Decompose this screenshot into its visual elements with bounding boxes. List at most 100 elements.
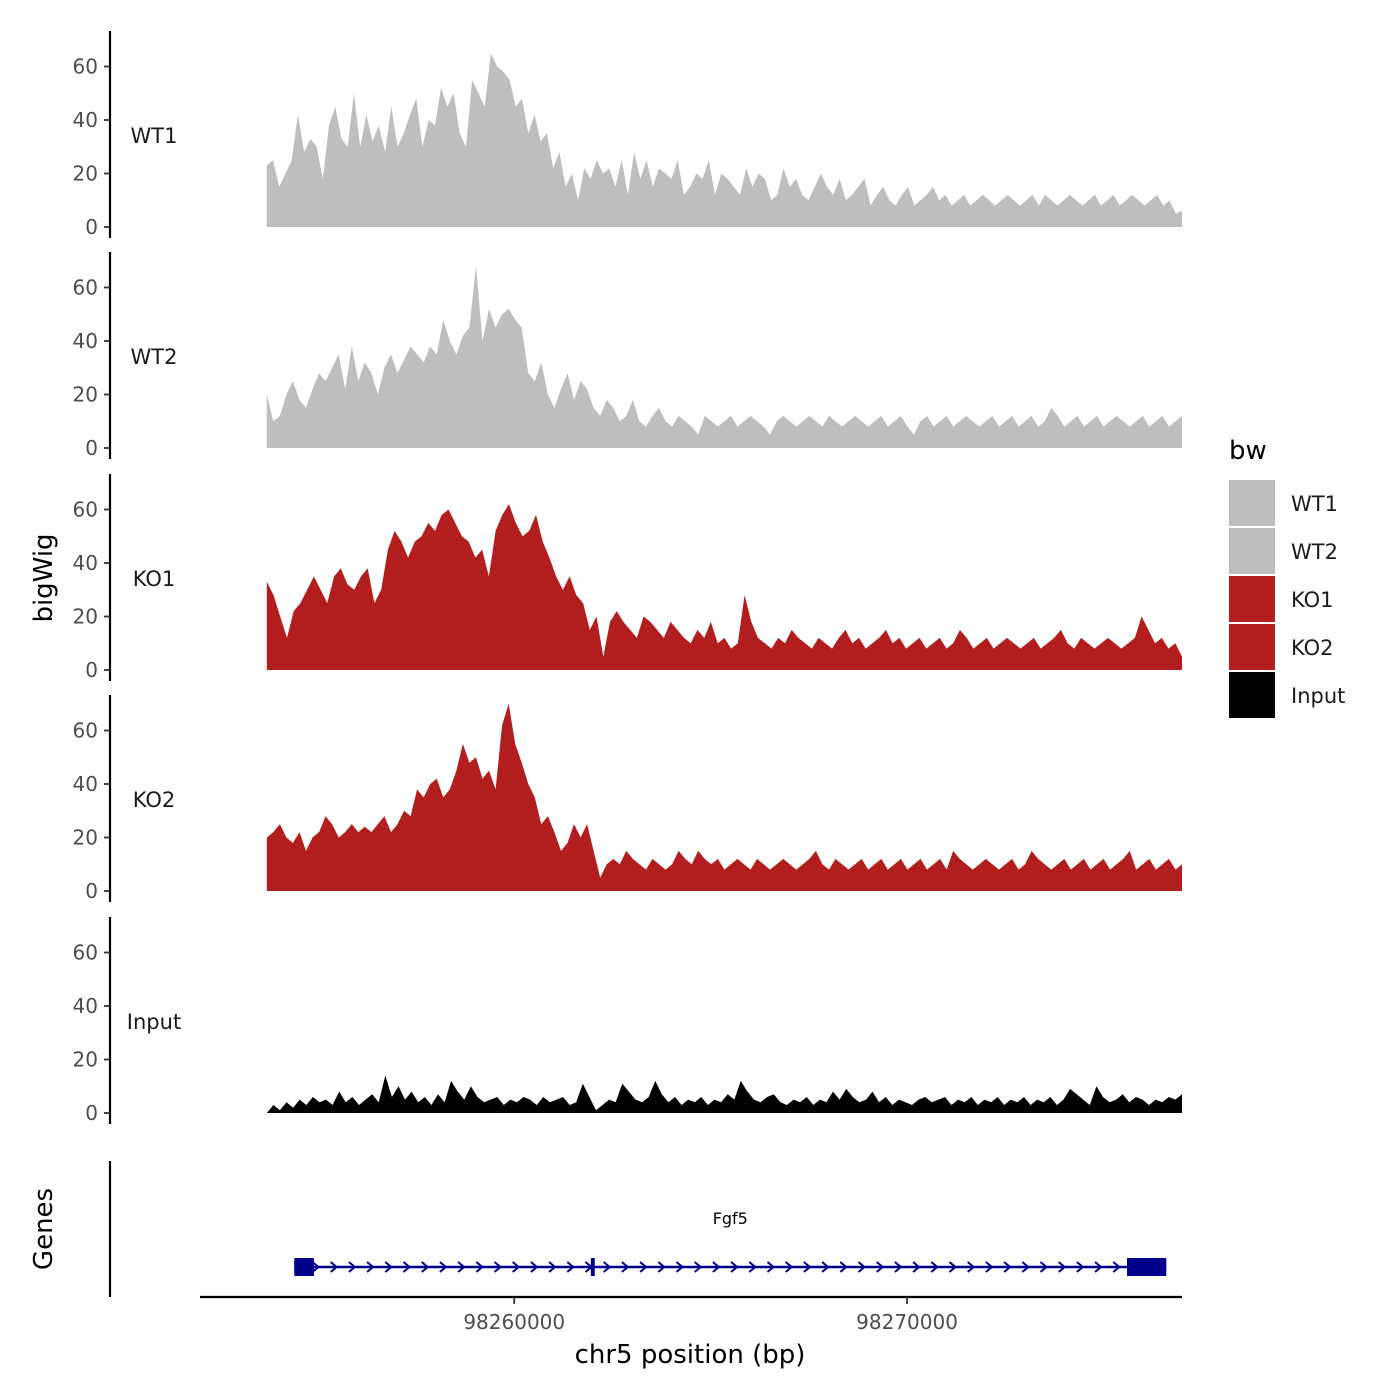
strand-arrow: [475, 1261, 484, 1273]
track-wt2: 0 20 40 60 WT2: [73, 252, 1182, 460]
signal-area-ko2: [266, 703, 1182, 891]
strand-arrow: [839, 1261, 848, 1273]
strand-arrow: [785, 1261, 794, 1273]
x-tick-label: 98270000: [856, 1310, 958, 1334]
y-tick-label: 20: [73, 383, 98, 407]
strand-arrow: [1021, 1261, 1030, 1273]
strand-arrow: [421, 1261, 430, 1273]
y-tick-label: 0: [85, 1101, 98, 1125]
strand-arrow: [530, 1261, 539, 1273]
strand-arrow: [512, 1261, 521, 1273]
y-tick-label: 40: [73, 551, 98, 575]
legend: bw WT1 WT2 KO1 KO2 Input: [1229, 436, 1345, 718]
y-tick-label: 60: [73, 719, 98, 743]
y-tick-label: 0: [85, 879, 98, 903]
strand-arrow: [730, 1261, 739, 1273]
strand-arrow: [348, 1261, 357, 1273]
track-input: 0 20 40 60 Input: [73, 917, 1182, 1125]
legend-title: bw: [1229, 436, 1267, 466]
y-tick-label: 0: [85, 215, 98, 239]
y-tick-label: 40: [73, 108, 98, 132]
strand-arrow: [694, 1261, 703, 1273]
signal-area-ko1: [266, 504, 1182, 670]
y-tick-label: 40: [73, 772, 98, 796]
strand-arrow: [766, 1261, 776, 1273]
strand-arrow: [384, 1261, 393, 1273]
track-panels: 0 20 40 60 WT1 0 20 40 60 WT2 0 20 40 60 KO1 0 20 40 60 KO2…: [73, 31, 1182, 1125]
legend-label-ko1: KO1: [1291, 588, 1334, 612]
strand-arrow: [493, 1261, 503, 1273]
y-tick-label: 20: [73, 1048, 98, 1072]
x-axis: 98260000 98270000: [200, 1295, 1182, 1334]
strand-arrow: [912, 1261, 921, 1273]
strand-arrow: [803, 1261, 812, 1273]
strand-arrow: [675, 1261, 685, 1273]
strand-arrow: [985, 1261, 994, 1273]
gene-panel: Fgf5: [108, 1161, 1167, 1297]
strand-arrow: [1094, 1261, 1103, 1273]
strand-arrow: [712, 1261, 721, 1273]
strand-arrow: [366, 1261, 375, 1273]
strand-arrow: [402, 1261, 412, 1273]
y-tick-label: 60: [73, 498, 98, 522]
strand-arrow: [457, 1261, 466, 1273]
y-tick-label: 20: [73, 162, 98, 186]
strand-arrow: [948, 1261, 958, 1273]
gene-label: Fgf5: [713, 1209, 748, 1228]
legend-label-ko2: KO2: [1291, 636, 1334, 660]
strand-arrow: [639, 1261, 648, 1273]
signal-area-wt1: [266, 53, 1182, 227]
strand-arrow: [311, 1261, 321, 1273]
legend-swatch-wt2: [1229, 528, 1275, 574]
gene-exon: [590, 1258, 595, 1276]
strand-arrow: [603, 1261, 612, 1273]
y-tick-label: 20: [73, 826, 98, 850]
track-ko2: 0 20 40 60 KO2: [73, 695, 1182, 903]
strand-arrow: [657, 1261, 666, 1273]
legend-label-wt2: WT2: [1291, 540, 1338, 564]
strand-arrow: [930, 1261, 939, 1273]
legend-label-input: Input: [1291, 684, 1345, 708]
y-axis-title: bigWig: [29, 533, 59, 622]
track-label-ko1: KO1: [133, 567, 176, 591]
legend-swatch-ko2: [1229, 624, 1275, 670]
strand-arrow: [967, 1261, 976, 1273]
y-tick-label: 60: [73, 276, 98, 300]
strand-arrow: [748, 1261, 757, 1273]
y-tick-label: 60: [73, 941, 98, 965]
strand-arrow: [621, 1261, 630, 1273]
genes-panel-title: Genes: [29, 1188, 59, 1270]
strand-arrow: [439, 1261, 448, 1273]
strand-arrow: [894, 1261, 903, 1273]
gene-exon: [1127, 1258, 1167, 1276]
track-wt1: 0 20 40 60 WT1: [73, 31, 1182, 239]
strand-arrow: [548, 1261, 557, 1273]
strand-arrow: [857, 1261, 867, 1273]
signal-area-wt2: [266, 266, 1182, 448]
legend-swatch-input: [1229, 672, 1275, 718]
y-tick-label: 60: [73, 55, 98, 79]
strand-arrow: [1112, 1261, 1121, 1273]
legend-swatch-wt1: [1229, 480, 1275, 526]
track-label-ko2: KO2: [133, 788, 176, 812]
track-ko1: 0 20 40 60 KO1: [73, 474, 1182, 682]
gene-exon: [294, 1258, 314, 1276]
track-label-wt2: WT2: [131, 345, 178, 369]
signal-area-input: [266, 1075, 1182, 1113]
x-tick-label: 98260000: [463, 1310, 565, 1334]
strand-arrow: [876, 1261, 885, 1273]
legend-label-wt1: WT1: [1291, 492, 1338, 516]
strand-arrow: [1039, 1261, 1049, 1273]
strand-arrow: [1076, 1261, 1085, 1273]
x-axis-title: chr5 position (bp): [575, 1340, 806, 1370]
legend-swatch-ko1: [1229, 576, 1275, 622]
strand-arrow: [821, 1261, 830, 1273]
strand-arrow: [1003, 1261, 1012, 1273]
gene-fgf5: Fgf5: [293, 1209, 1167, 1276]
strand-arrow: [1058, 1261, 1067, 1273]
track-label-input: Input: [127, 1010, 181, 1034]
y-tick-label: 0: [85, 436, 98, 460]
y-tick-label: 40: [73, 994, 98, 1018]
y-tick-label: 20: [73, 605, 98, 629]
